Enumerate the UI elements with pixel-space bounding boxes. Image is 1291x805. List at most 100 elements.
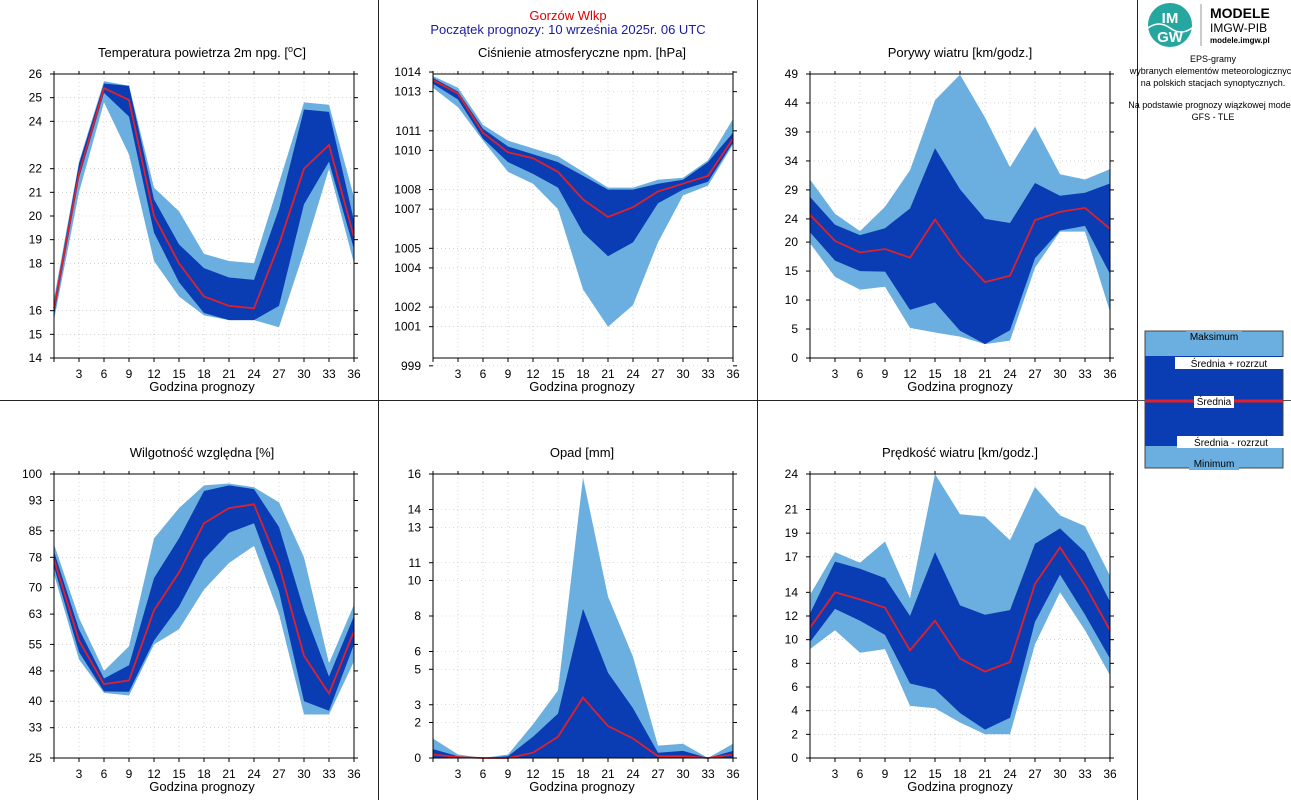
x-tick-label: 33 [701, 767, 715, 781]
x-tick-label: 27 [272, 367, 286, 381]
y-tick-label: 48 [29, 664, 43, 678]
y-tick-label: 1014 [394, 65, 421, 79]
chart-title: Ciśnienie atmosferyczne npm. [hPa] [478, 45, 686, 60]
x-tick-label: 21 [222, 367, 236, 381]
x-tick-label: 12 [147, 367, 161, 381]
y-tick-label: 70 [29, 581, 43, 595]
legend-min: Minimum [1194, 459, 1235, 470]
x-tick-label: 18 [576, 367, 590, 381]
x-tick-label: 12 [526, 767, 540, 781]
x-tick-label: 3 [76, 767, 83, 781]
y-tick-label: 5 [791, 322, 798, 336]
y-tick-label: 14 [408, 503, 422, 517]
y-tick-label: 1013 [394, 85, 421, 99]
forecast-start: Początek prognozy: 10 września 2025r. 06… [430, 22, 705, 37]
y-tick-label: 1002 [394, 300, 421, 314]
side-info-line: EPS-gramy [1190, 54, 1237, 64]
mean-line [53, 503, 355, 696]
chart-title: Wilgotność względna [%] [130, 445, 275, 460]
y-tick-label: 17 [785, 550, 799, 564]
mean-line [432, 79, 734, 219]
y-tick-label: 16 [408, 467, 422, 481]
x-tick-label: 3 [455, 767, 462, 781]
x-tick-label: 15 [928, 767, 942, 781]
x-tick-label: 3 [832, 767, 839, 781]
x-tick-label: 21 [601, 767, 615, 781]
y-tick-label: 22 [29, 162, 43, 176]
x-tick-label: 15 [172, 367, 186, 381]
y-tick-label: 24 [29, 114, 43, 128]
y-tick-label: 20 [29, 209, 43, 223]
band-spread [810, 148, 1110, 345]
y-tick-label: 100 [22, 467, 42, 481]
x-axis-label: Godzina prognozy [149, 379, 255, 394]
y-tick-label: 1008 [394, 183, 421, 197]
x-tick-label: 9 [505, 367, 512, 381]
side-info-line: Na podstawie prognozy wiązkowej modelu [1128, 100, 1291, 110]
logo-line2: IMGW-PIB [1210, 21, 1267, 35]
logo-badge-bottom: GW [1157, 29, 1184, 46]
y-tick-label: 40 [29, 694, 43, 708]
x-tick-label: 36 [726, 367, 740, 381]
y-tick-label: 14 [785, 585, 799, 599]
legend-mean-plus: Średnia + rozrzut [1191, 357, 1268, 370]
x-axis-label: Godzina prognozy [529, 779, 635, 794]
x-tick-label: 15 [928, 367, 942, 381]
y-tick-label: 1001 [394, 320, 421, 334]
y-tick-label: 93 [29, 494, 43, 508]
y-tick-label: 0 [414, 751, 421, 765]
x-tick-label: 24 [626, 367, 640, 381]
x-tick-label: 9 [505, 767, 512, 781]
y-tick-label: 8 [791, 656, 798, 670]
band-min-max [810, 474, 1110, 735]
x-tick-label: 33 [701, 367, 715, 381]
legend-mean: Średnia [1197, 395, 1232, 408]
chart-title: Prędkość wiatru [km/godz.] [882, 445, 1038, 460]
y-tick-label: 33 [29, 721, 43, 735]
y-tick-label: 49 [785, 67, 799, 81]
x-tick-label: 30 [1053, 767, 1067, 781]
x-tick-label: 21 [978, 767, 992, 781]
x-tick-label: 6 [480, 367, 487, 381]
x-axis-label: Godzina prognozy [907, 379, 1013, 394]
x-tick-label: 15 [551, 767, 565, 781]
y-tick-label: 10 [785, 633, 799, 647]
x-tick-label: 12 [903, 767, 917, 781]
y-tick-label: 15 [29, 327, 43, 341]
mean-line [53, 86, 355, 310]
y-tick-label: 26 [29, 67, 43, 81]
x-tick-label: 24 [626, 767, 640, 781]
x-tick-label: 36 [347, 767, 361, 781]
x-tick-label: 33 [322, 367, 336, 381]
y-tick-label: 44 [785, 96, 799, 110]
x-tick-label: 12 [147, 767, 161, 781]
y-tick-label: 24 [785, 467, 799, 481]
chart-title: Opad [mm] [550, 445, 614, 460]
legend: Maksimum Średnia + rozrzut Średnia Średn… [1144, 330, 1285, 470]
x-tick-label: 18 [197, 367, 211, 381]
x-tick-label: 36 [726, 767, 740, 781]
logo-line1: MODELE [1210, 5, 1270, 21]
chart-panel: Opad [mm]3 6 9 12 15 18 21 24 27 30 33 360235681011… [408, 445, 740, 794]
y-tick-label: 12 [785, 609, 799, 623]
side-info-line: wybranych elementów meteorologicznych [1129, 66, 1291, 76]
x-tick-label: 6 [857, 367, 864, 381]
y-tick-label: 6 [791, 680, 798, 694]
chart-panel: Prędkość wiatru [km/godz.]3 6 9 12 15 18 21 24 2… [785, 445, 1117, 794]
y-tick-label: 3 [414, 698, 421, 712]
y-tick-label: 1007 [394, 202, 421, 216]
station-name: Gorzów Wlkp [529, 8, 606, 23]
x-tick-label: 30 [676, 367, 690, 381]
band-spread [433, 608, 733, 758]
x-tick-label: 21 [601, 367, 615, 381]
x-tick-label: 18 [953, 367, 967, 381]
side-info-line: na polskich stacjach synoptycznych. [1141, 78, 1286, 88]
y-tick-label: 6 [414, 645, 421, 659]
x-tick-label: 18 [953, 767, 967, 781]
band-spread [54, 83, 354, 321]
x-axis-label: Godzina prognozy [149, 779, 255, 794]
y-tick-label: 10 [785, 293, 799, 307]
logo-circle [1148, 3, 1192, 47]
y-tick-label: 2 [791, 727, 798, 741]
